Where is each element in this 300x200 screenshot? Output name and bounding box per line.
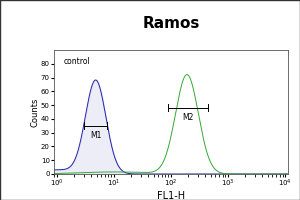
Text: M2: M2 [182,113,194,122]
Text: M1: M1 [90,131,101,140]
Text: control: control [64,57,91,66]
Text: Ramos: Ramos [142,16,200,31]
X-axis label: FL1-H: FL1-H [157,191,185,200]
Y-axis label: Counts: Counts [30,97,39,127]
